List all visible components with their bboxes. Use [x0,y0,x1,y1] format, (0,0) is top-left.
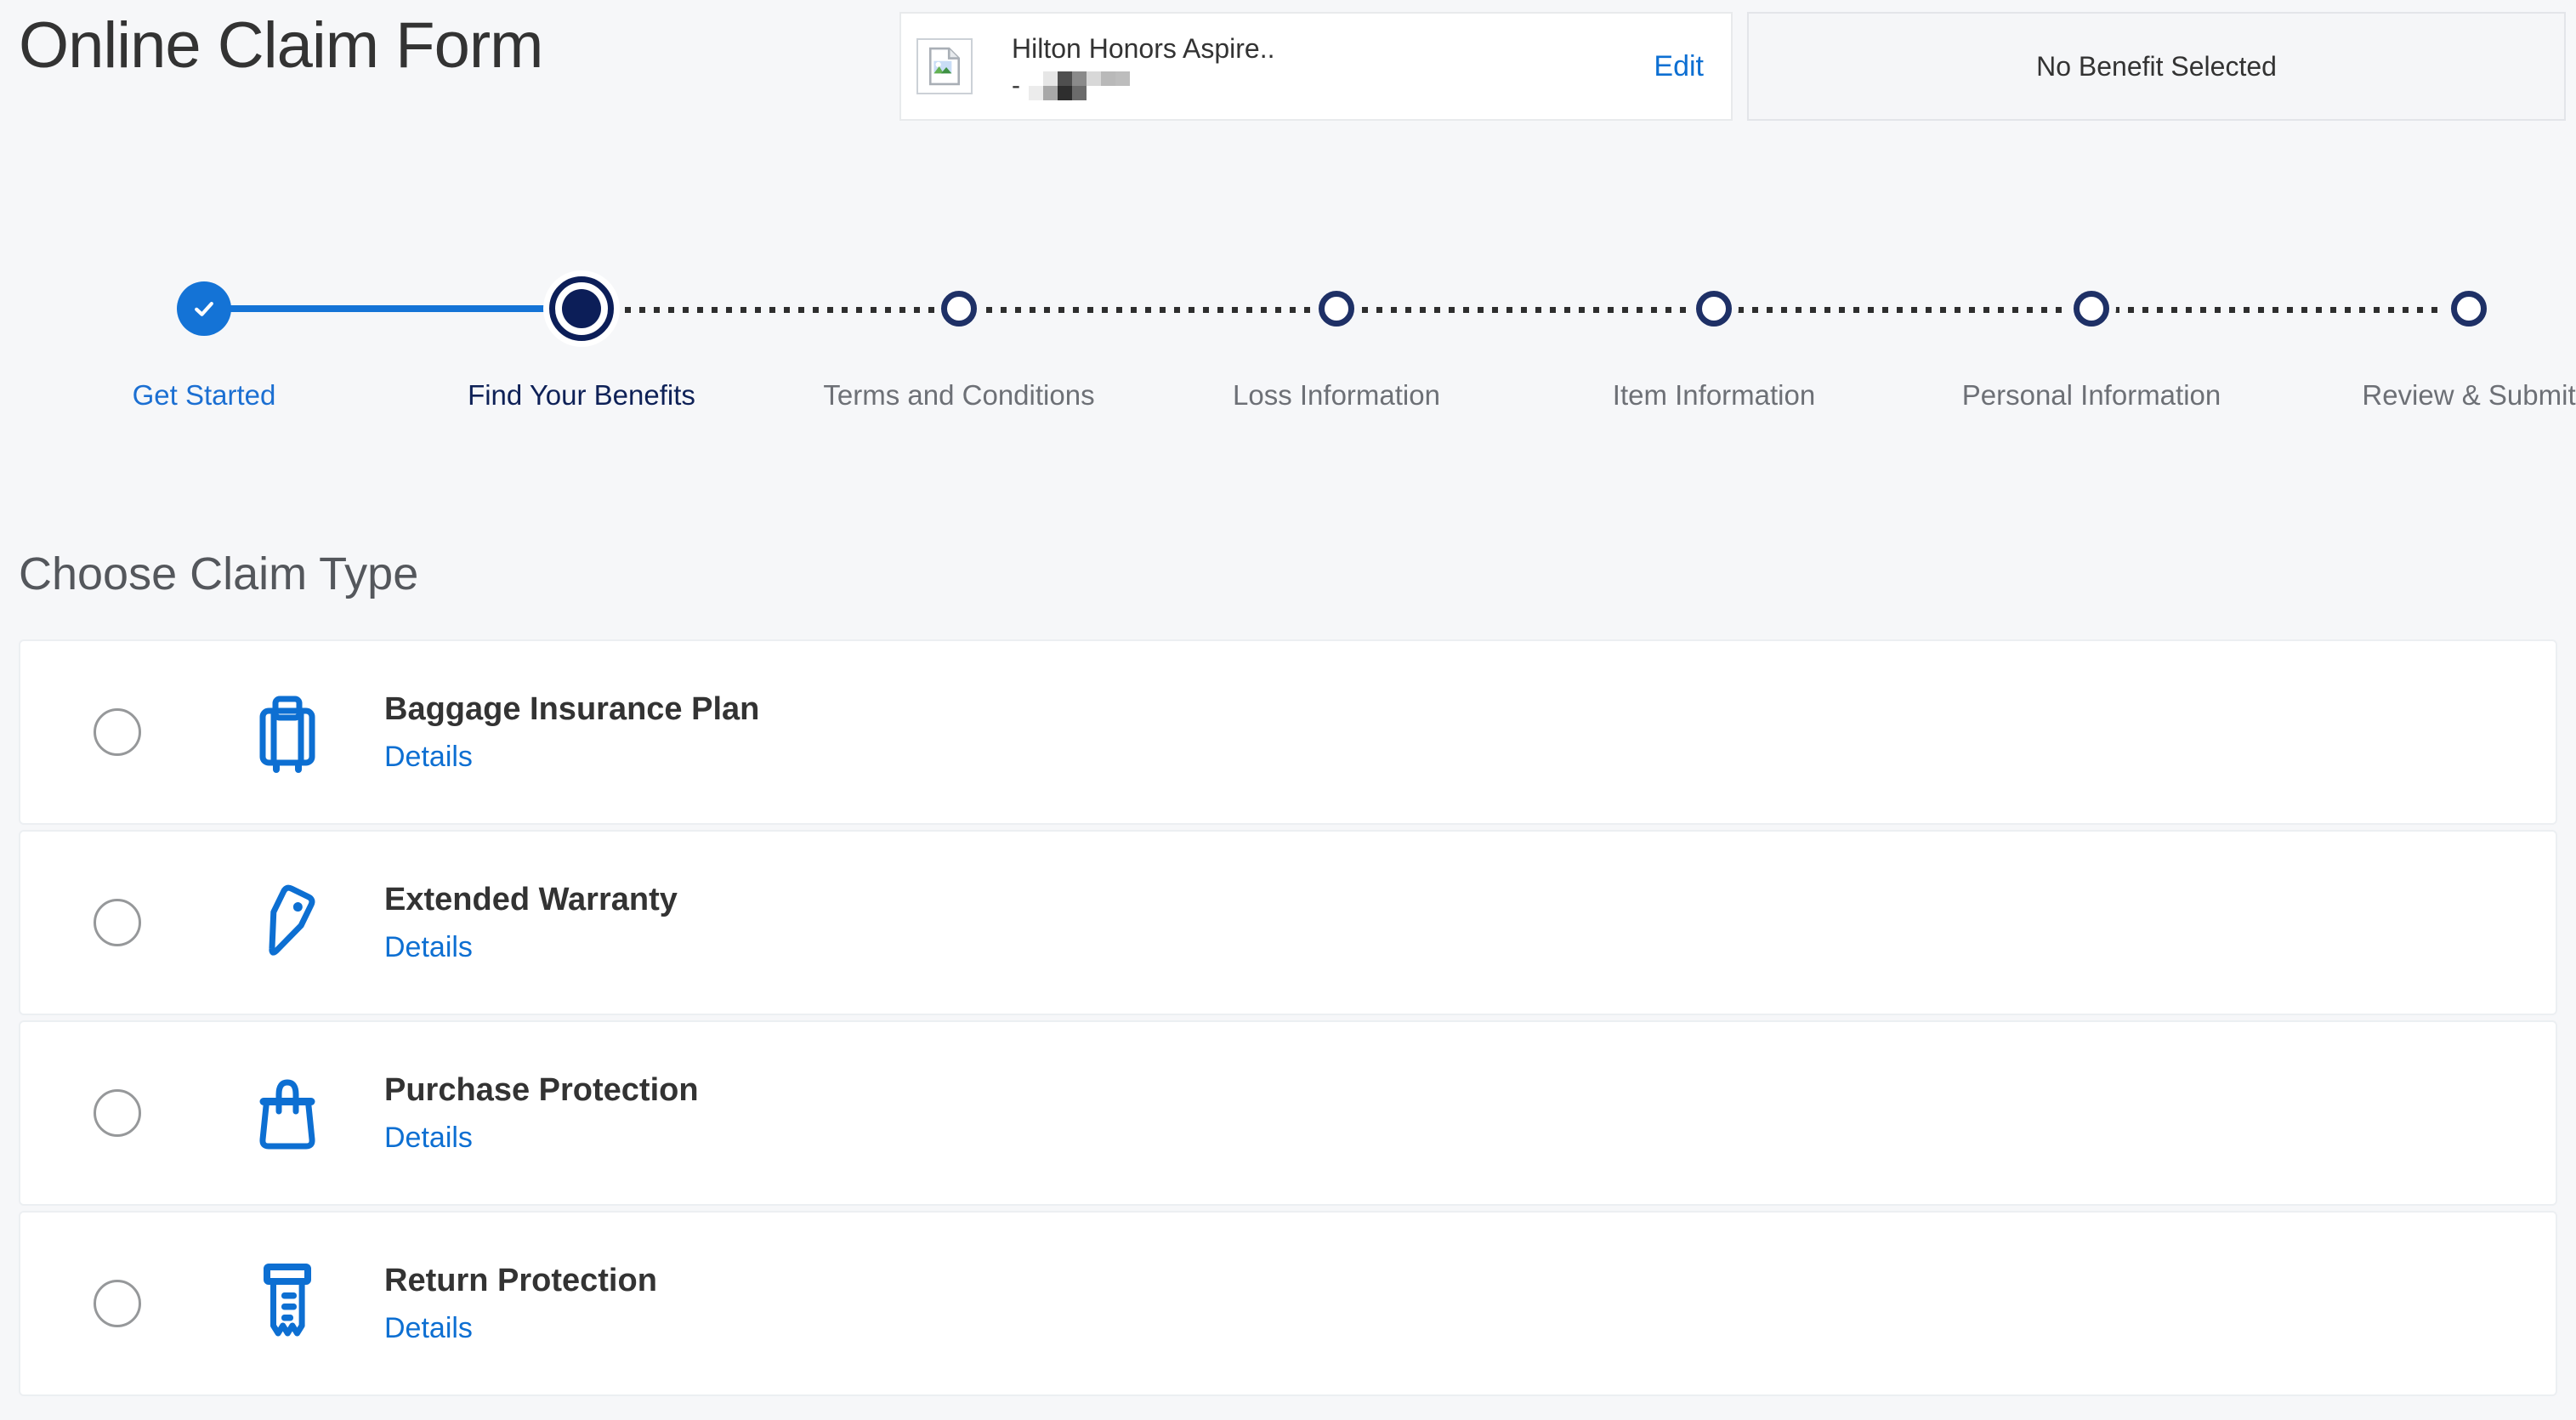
claim-type-details-link[interactable]: Details [384,1122,473,1154]
step-label: Personal Information [1961,379,2221,411]
option-text: Purchase Protection Details [384,1072,699,1154]
step-get-started[interactable]: Get Started [51,272,357,412]
account-mask: - [1012,71,1274,100]
page-title: Online Claim Form [19,9,543,82]
step-circle-slot [1319,272,1354,345]
step-circle-upcoming [2451,291,2487,327]
step-circle-upcoming [2074,291,2109,327]
claim-type-details-link[interactable]: Details [384,741,473,773]
step-circle-upcoming [1696,291,1732,327]
claim-type-title: Return Protection [384,1263,657,1298]
step-label: Item Information [1612,379,1816,411]
step-circle-upcoming [941,291,977,327]
mask-prefix: - [1012,71,1020,99]
claim-type-radio[interactable] [94,1089,141,1137]
step-circle-slot [941,272,977,345]
step-circle-slot [2074,272,2109,345]
claim-type-radio[interactable] [94,1280,141,1327]
step-circle-slot [177,272,231,345]
option-text: Baggage Insurance Plan Details [384,691,759,773]
claim-type-list: Baggage Insurance Plan Details Extended … [19,639,2557,1396]
receipt-icon [245,1261,330,1346]
claim-type-title: Purchase Protection [384,1072,699,1108]
claim-type-option-baggage-insurance-plan[interactable]: Baggage Insurance Plan Details [19,639,2557,825]
claim-type-details-link[interactable]: Details [384,931,473,963]
step-circle-slot [2451,272,2487,345]
stepper-connector-dotted [582,307,2472,313]
step-label: Get Started [132,379,276,411]
option-text: Extended Warranty Details [384,882,678,963]
check-icon [186,291,222,327]
step-terms-and-conditions: Terms and Conditions [806,272,1112,412]
claim-type-option-return-protection[interactable]: Return Protection Details [19,1211,2557,1396]
suitcase-icon [245,690,330,775]
claim-type-option-extended-warranty[interactable]: Extended Warranty Details [19,830,2557,1015]
step-circle-upcoming [1319,291,1354,327]
step-label: Review & Submit [2362,379,2576,411]
claim-type-radio[interactable] [94,899,141,946]
card-product-name: Hilton Honors Aspire.. [1012,33,1275,64]
claim-type-option-purchase-protection[interactable]: Purchase Protection Details [19,1020,2557,1206]
selected-card-summary: Hilton Honors Aspire.. - Edit [899,12,1733,121]
option-text: Return Protection Details [384,1263,657,1344]
current-step-dot [562,289,601,328]
benefit-status-label: No Benefit Selected [2036,50,2277,82]
claim-type-radio[interactable] [94,708,141,756]
step-review-submit: Review & Submit [2316,272,2576,412]
stepper-connector-solid [204,305,582,312]
step-item-information: Item Information [1561,272,1867,412]
price-tag-icon [245,880,330,965]
step-circle-current[interactable] [549,276,614,341]
step-circle-slot [549,272,614,345]
step-circle-slot [1696,272,1732,345]
step-circle-complete[interactable] [177,281,231,336]
claim-type-title: Baggage Insurance Plan [384,691,760,727]
edit-card-link[interactable]: Edit [1654,49,1704,82]
shopping-bag-icon [245,1071,330,1156]
redacted-account-number [1029,71,1130,100]
step-personal-information: Personal Information [1938,272,2244,412]
account-info: Hilton Honors Aspire.. - [1012,32,1274,100]
claim-type-details-link[interactable]: Details [384,1312,473,1344]
benefit-status-card: No Benefit Selected [1747,12,2566,121]
choose-claim-type-heading: Choose Claim Type [19,548,419,599]
step-label: Terms and Conditions [823,379,1095,411]
step-loss-information: Loss Information [1183,272,1489,412]
claim-type-title: Extended Warranty [384,882,678,917]
step-label: Find Your Benefits [468,379,695,411]
progress-stepper: Get Started Find Your Benefits Terms and C… [0,0,2576,459]
step-label: Loss Information [1233,379,1440,411]
step-find-your-benefits[interactable]: Find Your Benefits [428,272,735,412]
card-art-placeholder [916,38,973,94]
